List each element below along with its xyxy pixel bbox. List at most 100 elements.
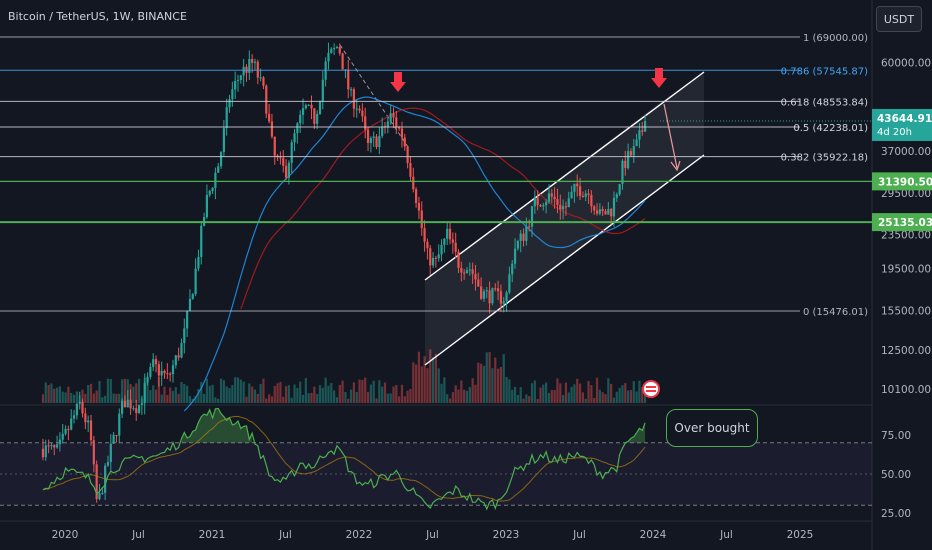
volume-bar — [75, 391, 78, 403]
candle-body — [496, 288, 500, 292]
volume-bar — [431, 357, 435, 403]
candle-body — [92, 440, 95, 465]
volume-bar — [409, 388, 412, 403]
candle-body — [528, 226, 531, 228]
volume-bar — [330, 383, 333, 403]
volume-bar — [358, 379, 361, 403]
candle-body — [488, 290, 491, 304]
volume-bar — [525, 394, 528, 403]
time-tick-10: 2025 — [787, 529, 814, 541]
volume-bar — [415, 364, 418, 403]
candle-body — [335, 47, 339, 49]
volume-bar — [310, 392, 313, 403]
time-tick-2: 2021 — [199, 529, 226, 541]
candle-body — [126, 399, 129, 408]
fib-label-1: 0.786 (57545.87) — [781, 66, 868, 77]
volume-bar — [166, 394, 169, 403]
candle-body — [186, 310, 189, 329]
volume-bar — [454, 385, 457, 403]
candle-body — [41, 448, 45, 458]
level-badge-1-bg — [872, 213, 932, 232]
candle-body — [194, 268, 197, 295]
volume-bar — [344, 391, 347, 403]
candle-body — [610, 209, 613, 217]
candle-body — [576, 183, 579, 187]
candle-body — [564, 206, 568, 208]
volume-bar — [81, 389, 84, 403]
candle-body — [270, 121, 274, 137]
candle-body — [567, 198, 570, 208]
candle-body — [299, 114, 302, 124]
volume-bar — [612, 397, 616, 403]
candle-body — [228, 99, 231, 108]
volume-bar — [53, 388, 56, 403]
volume-bar — [528, 396, 531, 403]
time-tick-4: 2022 — [346, 529, 373, 541]
countdown-badge: 4d 20h — [877, 127, 912, 138]
candle-body — [239, 75, 242, 80]
candle-body — [154, 359, 158, 365]
volume-bar — [318, 385, 322, 403]
candle-body — [415, 189, 418, 203]
candle-body — [282, 157, 285, 166]
volume-bar — [573, 384, 576, 403]
candle-body — [533, 197, 536, 207]
grid — [0, 0, 873, 550]
time-tick-8: 2024 — [640, 529, 667, 541]
candle-body — [420, 210, 423, 229]
volume-bar — [290, 397, 293, 403]
volume-bar — [638, 380, 641, 403]
currency-button[interactable]: USDT — [876, 6, 922, 32]
volume-bar — [347, 398, 350, 403]
volume-bar — [106, 378, 110, 403]
candle-body — [259, 77, 262, 79]
candle-body — [197, 256, 200, 269]
candle-body — [171, 365, 175, 375]
volume-bar — [152, 385, 155, 403]
volume-bar — [104, 395, 107, 403]
candle-body — [313, 108, 316, 124]
volume-bar — [593, 398, 596, 403]
volume-bar — [304, 378, 307, 403]
candle-body — [409, 163, 412, 177]
candle-body — [629, 151, 633, 156]
volume-bar — [135, 383, 138, 403]
candle-body — [44, 445, 47, 458]
candle-body — [400, 128, 404, 138]
candle-body — [84, 413, 87, 423]
candle-body — [219, 152, 223, 167]
volume-bar — [61, 391, 64, 403]
volume-bar — [132, 386, 135, 403]
volume-bar — [505, 377, 508, 403]
volume-bar — [47, 385, 50, 403]
projection-arrowhead — [670, 160, 681, 172]
volume-bar — [64, 392, 67, 403]
volume-bar — [284, 386, 288, 403]
volume-bar — [214, 397, 217, 403]
volume-bar — [270, 396, 274, 403]
candle-body — [641, 130, 644, 132]
candle-body — [338, 47, 341, 54]
volume-bar — [208, 385, 211, 403]
volume-bar — [610, 383, 613, 403]
price-tick-0: 60000.00 — [881, 58, 931, 70]
volume-bar — [301, 394, 305, 403]
candle-body — [318, 101, 322, 114]
volume-bar — [256, 393, 259, 403]
volume-bar — [632, 381, 635, 403]
volume-bar — [327, 385, 330, 403]
volume-bar — [194, 396, 197, 403]
candle-body — [273, 136, 276, 156]
candle-body — [330, 48, 333, 53]
volume-bar — [395, 385, 398, 403]
volume-bar — [513, 386, 517, 403]
fib-levels: 1 (69000.00) 0.786 (57545.87) 0.618 (48553… — [0, 33, 868, 318]
volume-bar — [349, 389, 353, 403]
candle-body — [471, 269, 474, 274]
volume-bar — [95, 390, 98, 403]
volume-bar — [508, 379, 511, 403]
flag-icon — [642, 380, 660, 398]
rsi-overbought-fill — [173, 408, 646, 443]
candle-body — [214, 172, 217, 188]
